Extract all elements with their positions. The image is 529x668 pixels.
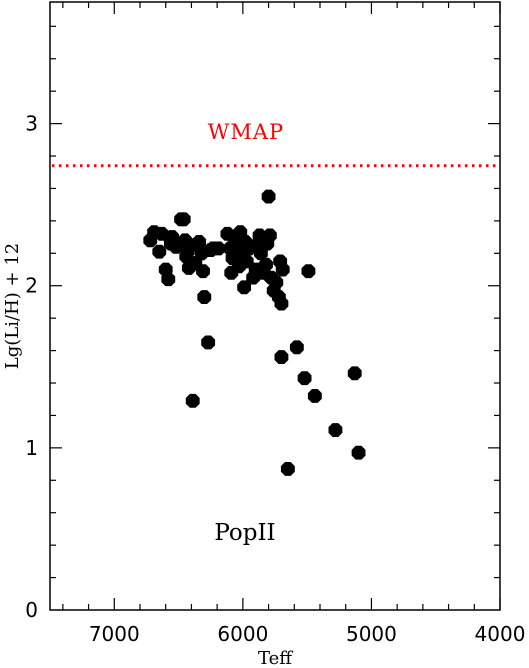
x-tick-label: 5000 — [346, 622, 397, 646]
x-tick-label: 4000 — [475, 622, 526, 646]
axis-ticks — [50, 2, 501, 610]
data-point — [197, 290, 212, 305]
data-point — [237, 280, 252, 295]
data-point — [274, 350, 289, 364]
data-point — [161, 272, 176, 287]
data-point — [196, 264, 210, 279]
data-point — [262, 228, 277, 243]
data-point — [239, 254, 254, 269]
y-tick-label: 1 — [25, 436, 38, 460]
data-point — [261, 189, 276, 204]
data-point — [280, 462, 295, 476]
x-axis-title: Teff — [258, 648, 293, 668]
data-point — [152, 244, 167, 259]
x-tick-label: 7000 — [89, 622, 140, 646]
data-point — [274, 296, 289, 311]
data-point — [328, 423, 343, 437]
data-point — [307, 389, 322, 403]
y-tick-label: 0 — [25, 598, 38, 622]
data-point — [275, 262, 290, 277]
data-point — [289, 340, 304, 355]
data-point — [347, 366, 362, 381]
data-point — [211, 241, 226, 256]
y-axis-title: Lg(Li/H) + 12 — [2, 243, 23, 369]
data-point — [185, 393, 200, 408]
data-point — [297, 371, 312, 386]
x-tick-label: 6000 — [217, 622, 268, 646]
y-tick-label: 3 — [25, 112, 38, 136]
wmap-annotation: WMAP — [208, 120, 284, 144]
data-point — [301, 264, 316, 279]
plot-frame — [49, 1, 501, 611]
y-tick-label: 2 — [25, 274, 38, 298]
data-point — [192, 235, 207, 249]
data-point — [201, 335, 216, 350]
data-point — [259, 257, 273, 272]
data-point — [269, 275, 284, 290]
data-point — [351, 445, 366, 460]
popii-annotation: PopII — [214, 520, 275, 546]
data-point — [176, 212, 191, 227]
tick-labels: 7000 6000 5000 4000 0 1 2 3 — [25, 112, 525, 646]
data-points — [143, 189, 366, 476]
